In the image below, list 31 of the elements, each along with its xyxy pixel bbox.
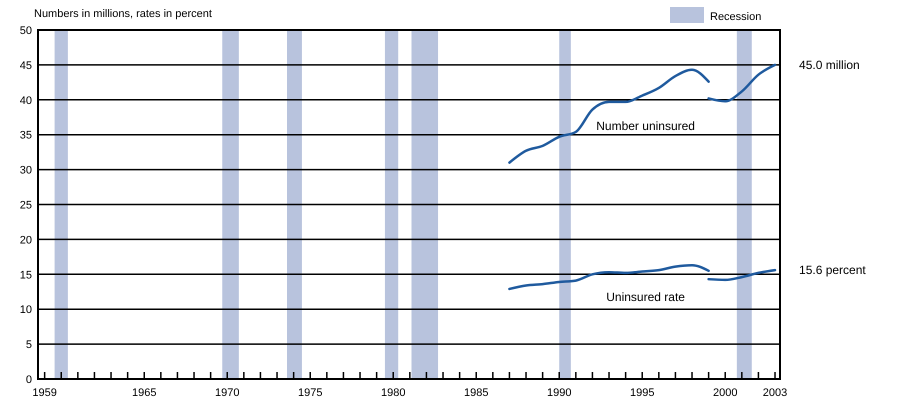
y-axis-title: Numbers in millions, rates in percent bbox=[34, 8, 212, 20]
legend-label: Recession bbox=[710, 11, 762, 23]
y-tick-label: 40 bbox=[20, 94, 32, 107]
y-tick-label: 20 bbox=[20, 234, 32, 246]
y-tick-label: 25 bbox=[20, 200, 32, 212]
x-tick-label: 1965 bbox=[132, 387, 156, 399]
x-tick-label: 1959 bbox=[32, 387, 57, 399]
x-tick-label: 1990 bbox=[546, 387, 572, 399]
x-tick-label: 1985 bbox=[464, 387, 488, 399]
y-tick-label: 30 bbox=[20, 164, 32, 177]
y-tick-label: 45 bbox=[20, 60, 32, 72]
x-tick-label: 1970 bbox=[214, 387, 240, 399]
y-tick-label: 35 bbox=[20, 130, 32, 142]
line-series bbox=[707, 268, 776, 282]
y-tick-label: 15 bbox=[20, 269, 32, 282]
annotation: 45.0 million bbox=[799, 58, 860, 72]
series-label: Number uninsured bbox=[596, 118, 695, 133]
line-series bbox=[508, 264, 710, 290]
x-tick-label: 1980 bbox=[380, 387, 406, 399]
y-tick-label: 10 bbox=[20, 304, 32, 316]
line-series bbox=[707, 64, 776, 102]
x-tick-label: 2000 bbox=[712, 387, 738, 399]
line-series bbox=[508, 68, 710, 164]
x-tick-label: 1975 bbox=[298, 387, 322, 399]
y-tick-label: 0 bbox=[26, 374, 32, 386]
series-label: Uninsured rate bbox=[606, 290, 686, 304]
y-tick-label: 50 bbox=[20, 25, 32, 37]
x-tick-label: 1995 bbox=[630, 387, 654, 399]
annotation: 15.6 percent bbox=[799, 263, 866, 278]
x-tick-label: 2003 bbox=[762, 387, 788, 399]
y-tick-label: 5 bbox=[26, 339, 32, 352]
